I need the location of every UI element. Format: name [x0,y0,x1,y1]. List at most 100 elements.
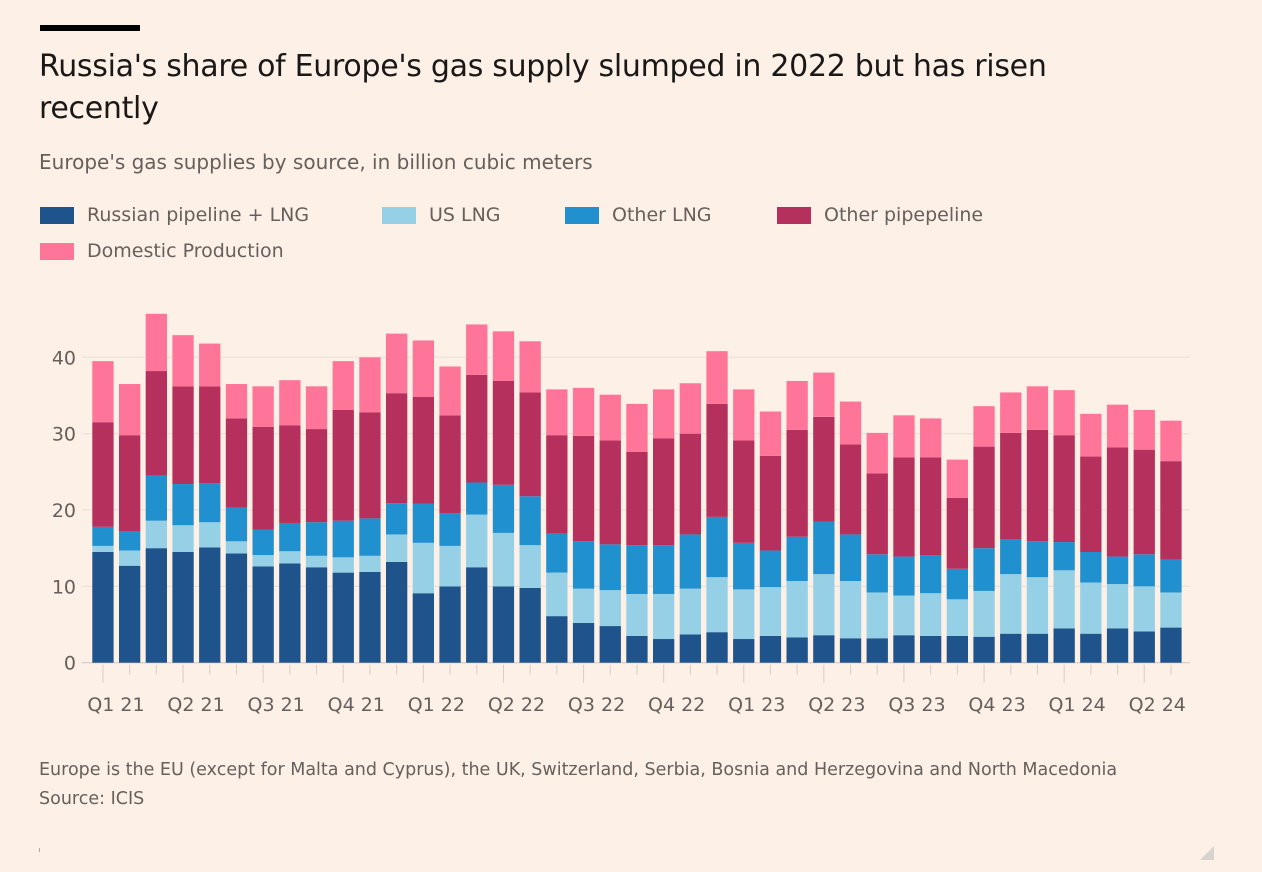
bar-segment-other-pipepeline [199,386,221,484]
bar-segment-domestic-production [279,380,301,426]
bar-segment-russian-pipeline-lng [412,593,434,663]
bar-segment-other-lng [866,554,888,593]
bar-segment-us-lng [145,520,167,549]
bar-segment-domestic-production [359,357,381,413]
bar-segment-domestic-production [466,324,488,375]
legend-item-russian: Russian pipeline + LNG [40,204,309,226]
legend-item-domestic: Domestic Production [40,240,284,262]
bar-segment-domestic-production [1026,386,1049,430]
bar-segment-other-pipepeline [1160,461,1182,560]
bar-segment-russian-pipeline-lng [786,637,808,663]
bar-segment-domestic-production [733,389,755,441]
bar-segment-domestic-production [813,372,835,417]
bar-segment-us-lng [225,541,248,554]
bar-segment-other-pipepeline [893,457,915,557]
x-tick-label: Q1 22 [408,694,465,716]
bar-segment-other-pipepeline [572,435,595,542]
bar-segment-other-pipepeline [492,380,515,485]
bar-segment-other-lng [92,526,114,546]
bar-segment-other-pipepeline [786,429,808,537]
bar-segment-other-pipepeline [679,433,701,535]
bar-segment-us-lng [1160,592,1182,628]
bar-segment-other-lng [1080,551,1102,583]
x-tick-label: Q2 21 [167,694,224,716]
bar-segment-other-lng [946,568,968,600]
bar-segment-other-pipepeline [946,497,968,569]
bar-segment-other-pipepeline [225,418,248,508]
bar-segment-domestic-production [759,411,782,456]
bar-segment-domestic-production [866,432,888,474]
bar-segment-us-lng [172,525,194,552]
bar-segment-other-lng [252,529,274,556]
bar-segment-other-lng [439,513,461,546]
bar-segment-us-lng [466,514,488,568]
bar-segment-other-lng [893,556,915,596]
bar-segment-other-pipepeline [279,425,301,523]
bar-segment-other-lng [279,522,301,552]
y-tick-label: 0 [64,653,76,675]
bar-segment-other-pipepeline [626,451,648,546]
legend-label-us-lng: US LNG [429,204,501,226]
bar-segment-russian-pipeline-lng [679,634,701,663]
bar-segment-other-lng [786,536,808,582]
bar-segment-russian-pipeline-lng [599,626,621,663]
bar-segment-other-lng [973,548,995,591]
bar-segment-other-lng [466,482,488,515]
x-tick-label: Q2 23 [808,694,865,716]
bar-segment-us-lng [439,545,461,587]
bar-segment-other-lng [759,550,782,588]
resize-handle-icon[interactable] [1200,846,1214,860]
bar-segment-domestic-production [839,401,862,445]
x-tick-label: Q2 24 [1129,694,1186,716]
bar-segment-russian-pipeline-lng [1106,628,1129,663]
bar-segment-other-lng [172,484,194,526]
bar-segment-us-lng [866,592,888,639]
header-rule [40,25,140,31]
bar-segment-domestic-production [172,335,194,387]
bar-segment-other-pipepeline [519,392,541,497]
bar-segment-domestic-production [893,415,915,458]
chart-title: Russia's share of Europe's gas supply sl… [39,49,1047,126]
bar-segment-russian-pipeline-lng [279,563,301,663]
bar-segment-russian-pipeline-lng [973,636,995,663]
bar-segment-other-pipepeline [599,440,621,545]
bar-segment-domestic-production [706,351,728,404]
bar-segment-other-lng [519,496,541,546]
bar-segment-russian-pipeline-lng [359,571,381,663]
legend-label-other-lng: Other LNG [612,204,712,226]
bar-segment-russian-pipeline-lng [1053,628,1075,663]
bar-segment-domestic-production [920,418,942,458]
bar-segment-other-lng [839,534,862,582]
bar-segment-domestic-production [1080,413,1102,457]
bar-segment-domestic-production [599,394,621,441]
x-tick-label: Q4 21 [328,694,385,716]
bar-segment-domestic-production [332,361,354,410]
y-tick-label: 20 [52,500,76,522]
bar-segment-other-pipepeline [439,415,461,514]
bar-segment-other-pipepeline [119,435,141,532]
bar-segment-other-lng [1053,542,1075,571]
bar-segment-us-lng [1133,586,1155,632]
bar-segment-russian-pipeline-lng [920,635,942,663]
bar-segment-russian-pipeline-lng [492,586,515,663]
bar-segment-russian-pipeline-lng [332,572,354,663]
bar-segment-other-pipepeline [920,457,942,556]
bar-segment-domestic-production [225,384,248,419]
bar-segment-russian-pipeline-lng [572,622,595,663]
x-tick-label: Q3 22 [568,694,625,716]
bar-segment-other-pipepeline [1133,449,1155,555]
bar-segment-other-pipepeline [359,412,381,519]
bar-segment-us-lng [572,588,595,623]
bar-segment-domestic-production [1106,404,1129,448]
bar-segment-russian-pipeline-lng [653,639,675,663]
bar-segment-us-lng [813,574,835,636]
bar-segment-russian-pipeline-lng [706,632,728,663]
y-tick-label: 40 [52,347,76,369]
bar-segment-us-lng [1080,582,1102,634]
bar-segment-us-lng [920,593,942,636]
bar-segment-other-lng [199,483,221,523]
bar-segment-domestic-production [412,340,434,398]
bar-segment-russian-pipeline-lng [1080,633,1102,663]
bar-segment-other-pipepeline [332,409,354,521]
